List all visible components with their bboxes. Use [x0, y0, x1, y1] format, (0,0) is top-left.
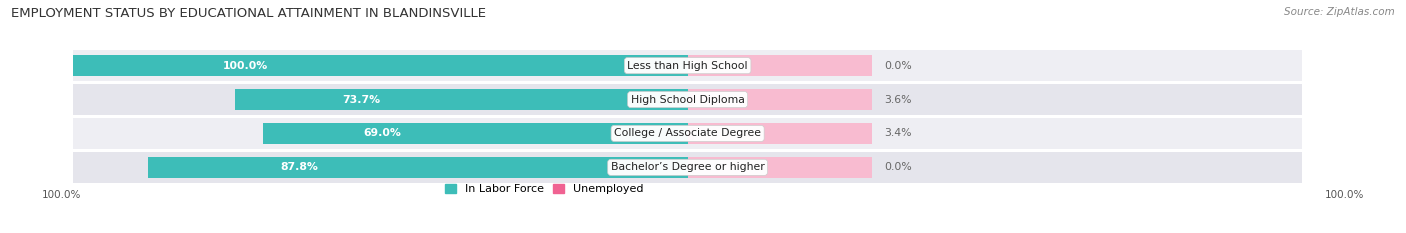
Text: 100.0%: 100.0% — [222, 61, 267, 71]
Bar — [235, 89, 688, 110]
Text: Source: ZipAtlas.com: Source: ZipAtlas.com — [1284, 7, 1395, 17]
Text: 69.0%: 69.0% — [363, 128, 401, 138]
Bar — [688, 157, 872, 178]
Bar — [688, 55, 872, 76]
Text: 100.0%: 100.0% — [42, 190, 82, 200]
Legend: In Labor Force, Unemployed: In Labor Force, Unemployed — [446, 184, 644, 195]
Bar — [688, 93, 695, 106]
Text: 3.4%: 3.4% — [884, 128, 912, 138]
Bar — [688, 123, 872, 144]
Text: High School Diploma: High School Diploma — [631, 95, 745, 105]
Text: 0.0%: 0.0% — [884, 61, 912, 71]
Text: College / Associate Degree: College / Associate Degree — [614, 128, 761, 138]
Bar — [73, 55, 688, 76]
Text: 87.8%: 87.8% — [280, 162, 318, 172]
Bar — [688, 89, 872, 110]
Bar — [73, 84, 1302, 115]
Bar — [688, 127, 695, 140]
Text: 100.0%: 100.0% — [1324, 190, 1364, 200]
Bar — [148, 157, 688, 178]
Text: EMPLOYMENT STATUS BY EDUCATIONAL ATTAINMENT IN BLANDINSVILLE: EMPLOYMENT STATUS BY EDUCATIONAL ATTAINM… — [11, 7, 486, 20]
Bar — [73, 118, 1302, 149]
Bar — [73, 50, 1302, 81]
Text: 3.6%: 3.6% — [884, 95, 912, 105]
Text: 0.0%: 0.0% — [884, 162, 912, 172]
Text: Less than High School: Less than High School — [627, 61, 748, 71]
Text: 73.7%: 73.7% — [343, 95, 381, 105]
Bar — [263, 123, 688, 144]
Text: Bachelor’s Degree or higher: Bachelor’s Degree or higher — [610, 162, 765, 172]
Bar — [73, 152, 1302, 183]
